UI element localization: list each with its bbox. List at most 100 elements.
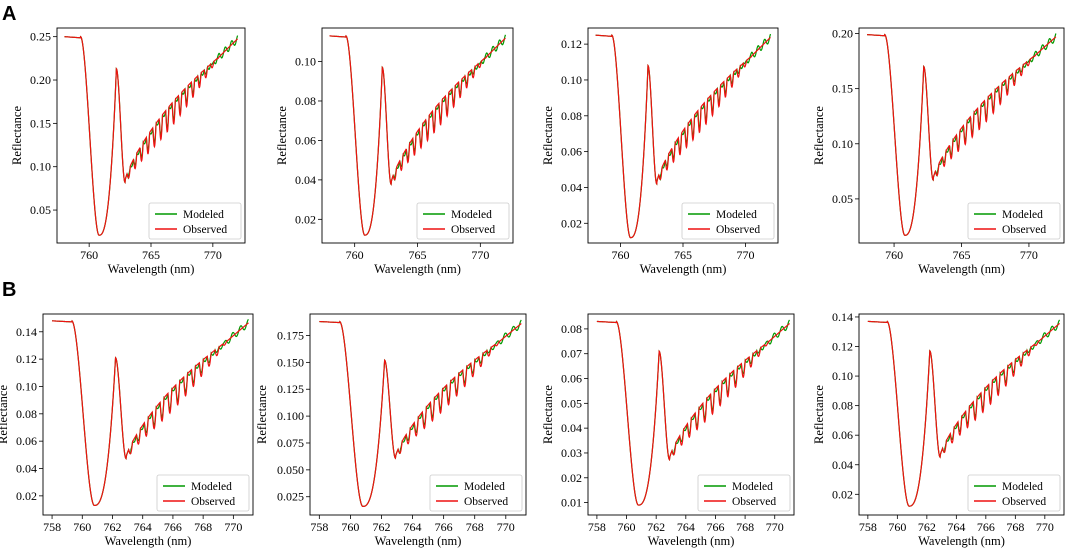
x-tick-label: 770 — [1036, 520, 1054, 534]
x-tick-label: 762 — [918, 520, 936, 534]
y-tick-label: 0.05 — [561, 396, 582, 410]
x-tick-label: 768 — [194, 520, 212, 534]
legend-label-modeled: Modeled — [464, 481, 505, 493]
y-tick-label: 0.06 — [832, 428, 853, 442]
legend-label-observed: Observed — [1002, 224, 1046, 236]
x-tick-label: 760 — [885, 248, 903, 262]
y-tick-label: 0.06 — [561, 372, 582, 386]
y-tick-label: 0.08 — [295, 94, 316, 108]
legend-box — [156, 474, 250, 512]
x-axis-label: Wavelength (nm) — [374, 262, 461, 276]
x-axis-label: Wavelength (nm) — [640, 262, 727, 276]
y-tick-label: 0.05 — [832, 192, 853, 206]
x-tick-label: 758 — [588, 520, 606, 534]
y-tick-label: 0.02 — [832, 487, 853, 501]
legend-label-observed: Observed — [732, 496, 776, 508]
chart-panel-3: 760 765 770 0.02 0.04 0.06 0.08 0.10 0.12 Wavelen… — [541, 27, 779, 276]
y-tick-label: 0.06 — [561, 145, 582, 159]
y-tick-label: 0.075 — [277, 436, 304, 450]
x-tick-label: 762 — [103, 520, 121, 534]
y-tick-label: 0.25 — [30, 30, 51, 44]
x-tick-label: 766 — [435, 520, 453, 534]
x-tick-label: 770 — [497, 520, 515, 534]
legend-label-modeled: Modeled — [1002, 481, 1043, 493]
panel-letter-b: B — [2, 279, 16, 301]
x-tick-label: 760 — [888, 520, 906, 534]
legend-box — [148, 202, 242, 240]
y-tick-label: 0.15 — [832, 82, 853, 96]
x-tick-label: 765 — [142, 248, 160, 262]
series-line-observed — [64, 35, 238, 236]
x-tick-label: 764 — [404, 520, 422, 534]
x-tick-label: 760 — [73, 520, 91, 534]
chart-panel-6: 758 760 762 764 766 768 770 0.025 0.050 0.075 0.10… — [255, 313, 527, 548]
x-axis-label: Wavelength (nm) — [648, 534, 735, 548]
x-tick-label: 760 — [612, 248, 630, 262]
x-tick-label: 764 — [947, 520, 965, 534]
y-tick-label: 0.12 — [561, 37, 582, 51]
x-tick-label: 768 — [736, 520, 754, 534]
x-tick-label: 764 — [677, 520, 695, 534]
y-tick-label: 0.20 — [30, 73, 51, 87]
y-tick-label: 0.08 — [16, 407, 37, 421]
legend-label-modeled: Modeled — [451, 209, 492, 221]
series-line-observed — [319, 320, 522, 508]
y-tick-label: 0.10 — [832, 137, 853, 151]
x-tick-label: 770 — [471, 248, 489, 262]
y-tick-label: 0.07 — [561, 347, 582, 361]
y-tick-label: 0.10 — [561, 73, 582, 87]
series-line-observed — [329, 34, 506, 236]
y-tick-label: 0.100 — [277, 409, 304, 423]
y-axis-label: Reflectance — [541, 385, 555, 444]
y-tick-label: 0.08 — [561, 109, 582, 123]
y-axis-label: Reflectance — [541, 106, 555, 165]
y-axis-label: Reflectance — [812, 106, 826, 165]
legend-label-observed: Observed — [464, 496, 508, 508]
y-axis-label: Reflectance — [812, 385, 826, 444]
y-tick-label: 0.06 — [295, 133, 316, 147]
x-axis-label: Wavelength (nm) — [918, 262, 1005, 276]
plot-frame — [587, 313, 795, 516]
y-tick-label: 0.125 — [277, 382, 304, 396]
chart-panel-4: 760 765 770 0.05 0.10 0.15 0.20 Wavelength (nm)… — [812, 27, 1065, 276]
x-tick-label: 766 — [977, 520, 995, 534]
y-tick-label: 0.02 — [16, 489, 37, 503]
y-tick-label: 0.20 — [832, 27, 853, 41]
y-tick-label: 0.050 — [277, 463, 304, 477]
x-tick-label: 770 — [766, 520, 784, 534]
y-axis-label: Reflectance — [10, 106, 24, 165]
x-tick-label: 768 — [466, 520, 484, 534]
y-tick-label: 0.04 — [295, 173, 316, 187]
y-tick-label: 0.02 — [561, 471, 582, 485]
series-line-observed — [52, 319, 249, 507]
chart-panel-2: 760 765 770 0.02 0.04 0.06 0.08 0.10 Wavelength … — [275, 27, 514, 276]
legend-box — [416, 202, 510, 240]
y-tick-label: 0.10 — [295, 55, 316, 69]
x-tick-label: 762 — [647, 520, 665, 534]
series-line-observed — [867, 33, 1057, 236]
legend-box — [697, 474, 791, 512]
legend-label-modeled: Modeled — [1002, 209, 1043, 221]
x-axis-label: Wavelength (nm) — [918, 534, 1005, 548]
y-tick-label: 0.12 — [832, 340, 853, 354]
legend-box — [967, 202, 1061, 240]
y-tick-label: 0.04 — [16, 462, 37, 476]
x-tick-label: 765 — [409, 248, 427, 262]
y-tick-label: 0.01 — [561, 496, 582, 510]
y-tick-label: 0.175 — [277, 328, 304, 342]
y-tick-label: 0.14 — [16, 325, 37, 339]
plot-frame — [42, 313, 254, 516]
legend-label-modeled: Modeled — [183, 209, 224, 221]
y-tick-label: 0.04 — [561, 421, 582, 435]
chart-panel-5: 758 760 762 764 766 768 770 0.02 0.04 0.06 0.08 0.1… — [0, 313, 254, 548]
y-tick-label: 0.04 — [832, 458, 853, 472]
y-tick-label: 0.06 — [16, 434, 37, 448]
y-tick-label: 0.14 — [832, 310, 853, 324]
legend-label-modeled: Modeled — [716, 209, 757, 221]
x-tick-label: 760 — [80, 248, 98, 262]
x-axis-label: Wavelength (nm) — [375, 534, 462, 548]
x-tick-label: 758 — [43, 520, 61, 534]
legend-label-modeled: Modeled — [191, 481, 232, 493]
y-tick-label: 0.10 — [832, 369, 853, 383]
